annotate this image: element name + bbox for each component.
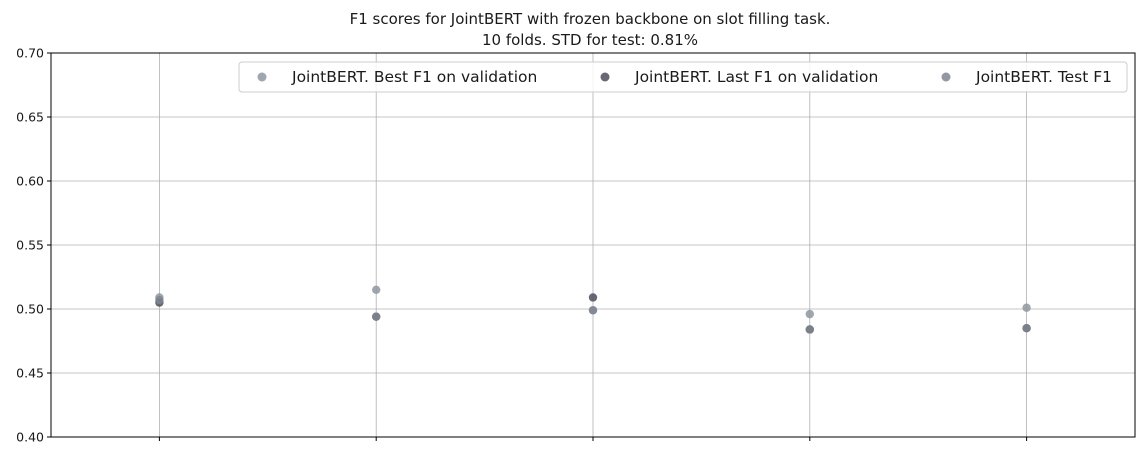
data-points	[155, 285, 1031, 334]
legend-label-last-f1: JointBERT. Last F1 on validation	[634, 68, 878, 86]
legend-box	[238, 61, 1128, 93]
legend-marker-last-f1	[600, 72, 610, 82]
y-tick-label: 0.55	[16, 238, 44, 253]
data-point-series-3	[372, 312, 381, 321]
data-point-series-3	[155, 295, 164, 305]
data-point-series-3	[588, 306, 598, 315]
legend-label-test-f1: JointBERT. Test F1	[975, 68, 1112, 86]
chart-title: F1 scores for JointBERT with frozen back…	[350, 10, 831, 28]
data-point-series-2	[588, 293, 598, 302]
legend-marker-test-f1	[941, 72, 951, 82]
chart-subtitle: 10 folds. STD for test: 0.81%	[482, 31, 698, 49]
y-axis-ticks: 0.40 0.45 0.50 0.55 0.60 0.65 0.70	[16, 46, 51, 445]
y-tick-label: 0.60	[16, 174, 44, 189]
y-tick-label: 0.45	[16, 366, 44, 381]
data-point-series-1	[1022, 303, 1031, 312]
y-tick-label: 0.50	[16, 302, 44, 317]
data-point-series-3	[805, 325, 814, 334]
plot-area-frame	[50, 52, 1136, 438]
legend-label-best-f1: JointBERT. Best F1 on validation	[291, 68, 537, 86]
y-tick-label: 0.40	[16, 430, 44, 445]
legend-marker-best-f1	[257, 72, 267, 82]
y-tick-label: 0.70	[16, 46, 44, 61]
legend: JointBERT. Best F1 on validation JointBE…	[238, 61, 1128, 93]
data-point-series-3	[1022, 324, 1031, 333]
y-tick-label: 0.65	[16, 110, 44, 125]
grid-lines	[51, 52, 1135, 438]
x-axis-ticks	[158, 437, 1028, 441]
data-point-series-1	[372, 285, 381, 294]
data-point-series-1	[805, 309, 814, 319]
